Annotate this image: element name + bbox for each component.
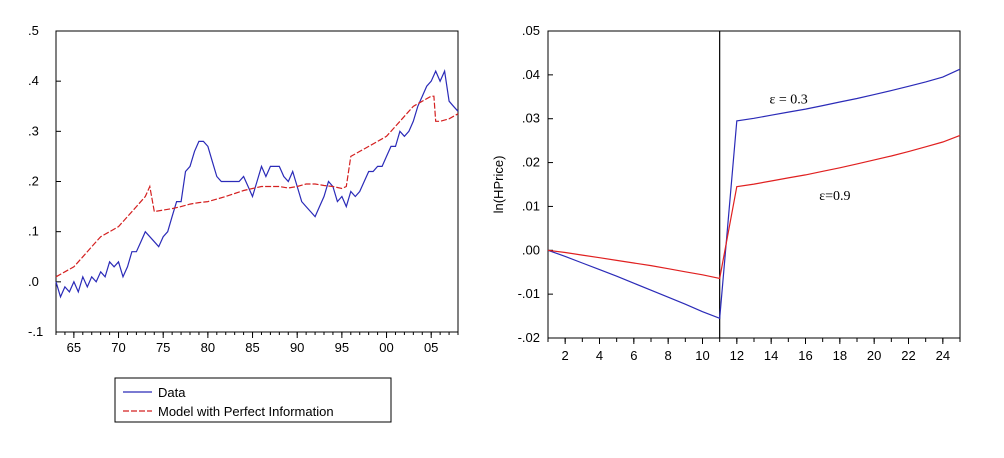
x-tick-label: 05 [424,340,438,355]
x-tick-label: 90 [290,340,304,355]
x-tick-label: 20 [867,348,881,363]
x-tick-label: 75 [156,340,170,355]
x-tick-label: 00 [379,340,393,355]
y-tick-label: .00 [522,242,540,257]
x-tick-label: 24 [936,348,950,363]
y-tick-label: .2 [28,174,39,189]
x-tick-label: 16 [798,348,812,363]
legend-label: Model with Perfect Information [158,404,334,419]
annotation-epsilon-0-3: ε = 0.3 [769,92,807,107]
x-tick-label: 10 [695,348,709,363]
y-tick-label: .4 [28,73,39,88]
x-tick-label: 70 [111,340,125,355]
x-tick-label: 8 [665,348,672,363]
y-tick-label: -.1 [28,324,43,339]
y-tick-label: .3 [28,123,39,138]
legend: Data Model with Perfect Information [114,377,392,423]
x-tick-label: 80 [201,340,215,355]
y-tick-label: .04 [522,67,540,82]
x-tick-label: 85 [245,340,259,355]
y-tick-label: .1 [28,224,39,239]
y-tick-label: .03 [522,111,540,126]
x-tick-label: 14 [764,348,778,363]
series-line-epsilon-0-3 [547,68,961,320]
y-tick-label: .0 [28,274,39,289]
x-tick-label: 95 [335,340,349,355]
y-tick-label: .01 [522,198,540,213]
y-tick-label: .02 [522,155,540,170]
y-tick-label: .05 [522,23,540,38]
series-line-epsilon-0-9 [547,134,961,280]
x-tick-label: 22 [901,348,915,363]
x-tick-label: 4 [596,348,603,363]
legend-box [114,377,392,423]
legend-label: Data [158,385,186,400]
x-tick-label: 6 [630,348,637,363]
annotation-epsilon-0-9: ε=0.9 [819,189,850,204]
x-tick-label: 18 [833,348,847,363]
x-tick-label: 65 [67,340,81,355]
x-tick-label: 2 [562,348,569,363]
y-tick-label: -.01 [518,286,540,301]
series-line-model [55,95,459,278]
y-axis-label: ln(HPrice) [491,156,506,214]
series-line-data [55,68,459,299]
y-tick-label: .5 [28,23,39,38]
chart-housing-price-data-vs-model: -.1 .0 .1 .2 .3 .4 .5 65 70 75 80 85 90 95 00 05 Data Mod… [28,23,459,423]
x-tick-label: 12 [730,348,744,363]
y-tick-label: -.02 [518,330,540,345]
